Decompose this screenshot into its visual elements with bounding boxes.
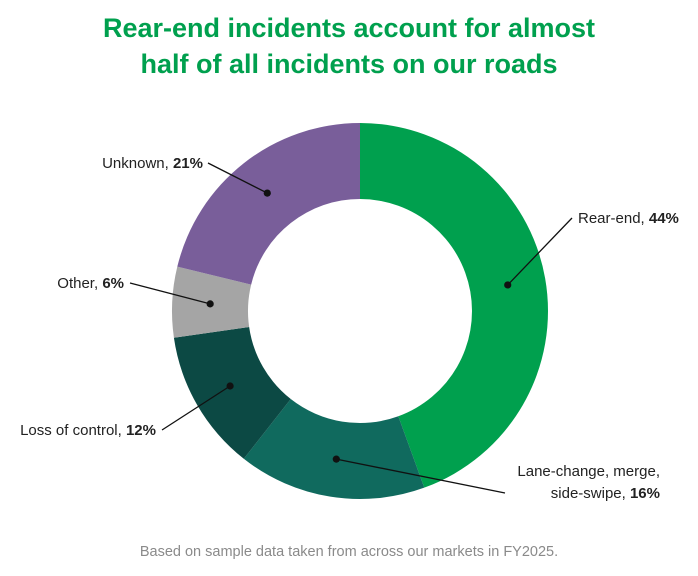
chart-title-line-2: half of all incidents on our roads xyxy=(140,49,558,79)
label-lane-change-merge-side-swipe: Lane-change, merge, side-swipe, 16% xyxy=(517,463,660,502)
marker-rear-end xyxy=(504,281,512,289)
leader-line-lane-change-merge-side-swipe xyxy=(336,458,506,494)
leader-lines xyxy=(129,162,573,494)
label-unknown: Unknown, 21% xyxy=(102,155,203,172)
marker-loss-of-control xyxy=(226,382,234,390)
marker-unknown xyxy=(263,189,271,197)
slice-loss-of-control xyxy=(173,326,291,459)
marker-lane-change-merge-side-swipe xyxy=(332,455,340,463)
leader-line-rear-end xyxy=(507,217,573,286)
footnote: Based on sample data taken from across o… xyxy=(139,544,559,560)
marker-other xyxy=(206,300,214,308)
chart-title-line-1: Rear-end incidents account for almost xyxy=(102,13,596,43)
slice-unknown xyxy=(177,123,360,285)
slice-labels: Rear-end, 44% Lane-change, merge, side-swi… xyxy=(20,155,679,502)
label-other: Other, 6% xyxy=(57,275,124,292)
donut-slices xyxy=(172,123,548,499)
slice-lane-change-merge-side-swipe xyxy=(243,399,425,499)
slice-rear-end xyxy=(360,123,548,488)
leader-line-unknown xyxy=(207,162,268,194)
chart-title: Rear-end incidents account for almost ha… xyxy=(0,10,698,82)
label-rear-end: Rear-end, 44% xyxy=(578,210,679,227)
label-loss-of-control: Loss of control, 12% xyxy=(20,422,156,439)
leader-line-other xyxy=(129,282,211,305)
leader-line-loss-of-control xyxy=(161,385,231,431)
